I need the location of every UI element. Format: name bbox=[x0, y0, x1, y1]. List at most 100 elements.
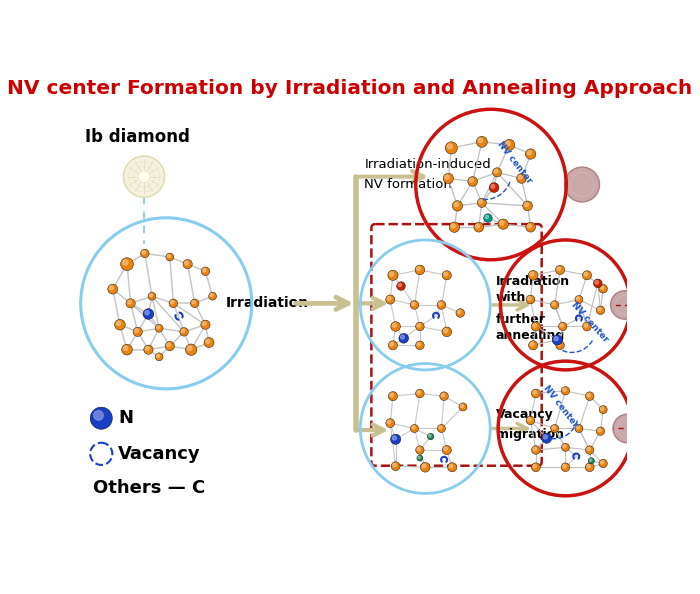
Circle shape bbox=[584, 272, 588, 276]
Circle shape bbox=[143, 309, 154, 320]
Circle shape bbox=[524, 203, 528, 207]
Circle shape bbox=[485, 215, 489, 219]
Circle shape bbox=[456, 309, 465, 317]
Text: further: further bbox=[496, 312, 545, 326]
Circle shape bbox=[451, 223, 456, 228]
Circle shape bbox=[134, 328, 139, 333]
Circle shape bbox=[533, 323, 537, 327]
Circle shape bbox=[561, 387, 570, 395]
Circle shape bbox=[391, 321, 400, 331]
Circle shape bbox=[167, 343, 171, 347]
Text: NV center: NV center bbox=[495, 140, 533, 185]
Circle shape bbox=[387, 420, 391, 424]
Text: Irradiation: Irradiation bbox=[496, 276, 570, 289]
Circle shape bbox=[416, 341, 424, 350]
Circle shape bbox=[180, 327, 188, 336]
Circle shape bbox=[192, 301, 195, 304]
Circle shape bbox=[442, 446, 452, 454]
Circle shape bbox=[447, 144, 453, 149]
Circle shape bbox=[142, 251, 146, 254]
Circle shape bbox=[575, 425, 583, 432]
Text: Irradiation-induced: Irradiation-induced bbox=[364, 158, 491, 171]
Circle shape bbox=[122, 260, 128, 266]
Text: NV center Formation by Irradiation and Annealing Approach: NV center Formation by Irradiation and A… bbox=[8, 79, 692, 98]
Circle shape bbox=[526, 416, 535, 425]
Circle shape bbox=[416, 446, 424, 454]
Circle shape bbox=[552, 426, 556, 429]
Circle shape bbox=[412, 426, 415, 429]
Circle shape bbox=[412, 302, 415, 306]
Circle shape bbox=[498, 219, 508, 229]
Circle shape bbox=[598, 307, 601, 311]
Circle shape bbox=[452, 201, 463, 211]
Circle shape bbox=[531, 322, 540, 331]
Circle shape bbox=[478, 138, 483, 143]
Circle shape bbox=[126, 299, 135, 308]
Circle shape bbox=[600, 286, 604, 290]
Circle shape bbox=[600, 460, 604, 465]
Circle shape bbox=[204, 337, 214, 347]
Circle shape bbox=[416, 267, 421, 271]
Text: Vacancy: Vacancy bbox=[118, 445, 200, 463]
Circle shape bbox=[500, 220, 504, 225]
Circle shape bbox=[399, 333, 409, 343]
Circle shape bbox=[550, 301, 559, 309]
Circle shape bbox=[444, 272, 448, 276]
Circle shape bbox=[417, 447, 421, 451]
Circle shape bbox=[533, 390, 537, 394]
Circle shape bbox=[170, 301, 174, 304]
Circle shape bbox=[601, 407, 604, 410]
Circle shape bbox=[437, 301, 446, 309]
Circle shape bbox=[190, 299, 199, 308]
Circle shape bbox=[108, 284, 118, 294]
Circle shape bbox=[410, 301, 419, 309]
Circle shape bbox=[155, 324, 163, 332]
Circle shape bbox=[596, 427, 605, 435]
Circle shape bbox=[459, 403, 467, 411]
Circle shape bbox=[552, 335, 563, 345]
Circle shape bbox=[585, 392, 594, 400]
Circle shape bbox=[504, 140, 514, 150]
Circle shape bbox=[494, 169, 498, 173]
Circle shape bbox=[533, 464, 537, 468]
Circle shape bbox=[531, 463, 540, 472]
Circle shape bbox=[386, 419, 395, 428]
Circle shape bbox=[428, 434, 434, 440]
Circle shape bbox=[202, 268, 206, 272]
Circle shape bbox=[527, 418, 531, 421]
Circle shape bbox=[144, 345, 153, 354]
Text: Irradiation: Irradiation bbox=[225, 296, 309, 310]
Circle shape bbox=[444, 175, 449, 179]
Circle shape bbox=[457, 310, 461, 314]
Circle shape bbox=[563, 444, 566, 448]
Circle shape bbox=[116, 321, 121, 326]
Circle shape bbox=[518, 175, 522, 179]
Circle shape bbox=[556, 341, 564, 350]
Text: migration: migration bbox=[496, 428, 564, 441]
Circle shape bbox=[517, 173, 526, 184]
Circle shape bbox=[390, 393, 394, 397]
Circle shape bbox=[561, 443, 570, 451]
Circle shape bbox=[589, 459, 592, 462]
Circle shape bbox=[183, 260, 193, 268]
Circle shape bbox=[557, 267, 561, 271]
Circle shape bbox=[599, 406, 607, 413]
Circle shape bbox=[418, 456, 421, 459]
Circle shape bbox=[523, 201, 533, 211]
Circle shape bbox=[610, 290, 639, 319]
Circle shape bbox=[491, 184, 495, 188]
Circle shape bbox=[145, 310, 150, 315]
Circle shape bbox=[543, 435, 547, 439]
Circle shape bbox=[554, 336, 559, 341]
Circle shape bbox=[576, 426, 580, 429]
Circle shape bbox=[415, 265, 425, 275]
Circle shape bbox=[489, 183, 499, 192]
Circle shape bbox=[587, 447, 591, 451]
Circle shape bbox=[201, 320, 210, 329]
Circle shape bbox=[445, 142, 457, 154]
Circle shape bbox=[598, 285, 608, 293]
Circle shape bbox=[439, 426, 442, 429]
Circle shape bbox=[209, 292, 216, 300]
Text: NV center: NV center bbox=[542, 384, 580, 429]
Circle shape bbox=[149, 293, 153, 297]
